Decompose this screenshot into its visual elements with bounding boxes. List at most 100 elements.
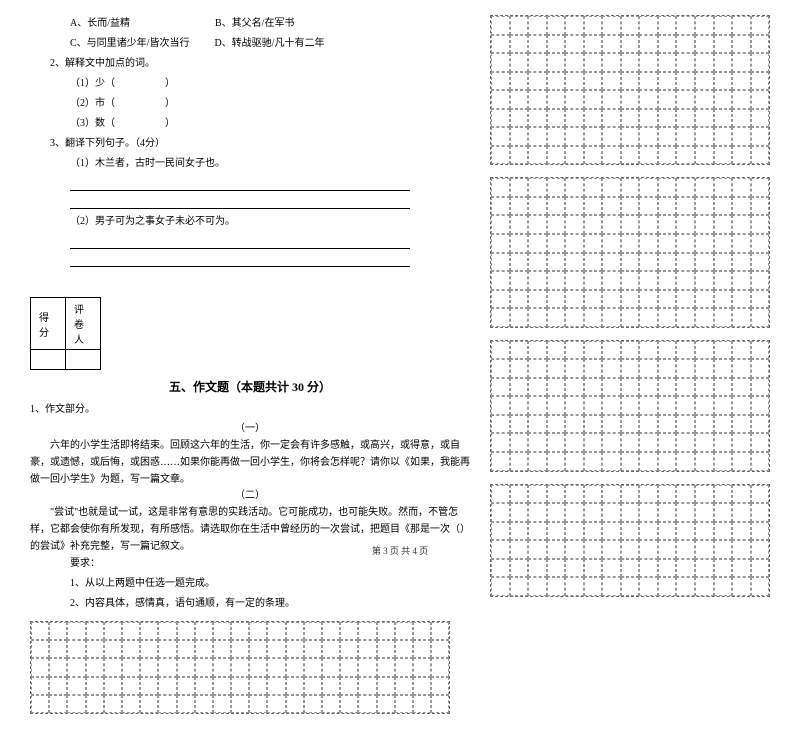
grid-cell[interactable] xyxy=(584,522,603,541)
grid-cell[interactable] xyxy=(751,559,770,578)
grid-cell[interactable] xyxy=(510,290,529,309)
grid-cell[interactable] xyxy=(177,658,195,676)
grid-cell[interactable] xyxy=(158,622,176,640)
grid-cell[interactable] xyxy=(304,622,322,640)
grid-cell[interactable] xyxy=(676,577,695,596)
grid-cell[interactable] xyxy=(751,109,770,128)
grid-cell[interactable] xyxy=(565,577,584,596)
grid-cell[interactable] xyxy=(584,452,603,471)
grid-cell[interactable] xyxy=(340,622,358,640)
grid-cell[interactable] xyxy=(510,234,529,253)
writing-grid-right[interactable] xyxy=(490,484,770,597)
grid-cell[interactable] xyxy=(491,308,510,327)
grid-cell[interactable] xyxy=(340,677,358,695)
grid-cell[interactable] xyxy=(104,640,122,658)
grid-cell[interactable] xyxy=(547,271,566,290)
answer-blank[interactable] xyxy=(70,177,410,191)
grid-cell[interactable] xyxy=(431,640,449,658)
grid-cell[interactable] xyxy=(158,677,176,695)
grid-cell[interactable] xyxy=(695,53,714,72)
grid-cell[interactable] xyxy=(491,90,510,109)
grid-cell[interactable] xyxy=(140,695,158,713)
grid-cell[interactable] xyxy=(676,127,695,146)
grid-cell[interactable] xyxy=(732,433,751,452)
grid-cell[interactable] xyxy=(528,503,547,522)
grid-cell[interactable] xyxy=(584,109,603,128)
grid-cell[interactable] xyxy=(658,234,677,253)
grid-cell[interactable] xyxy=(676,253,695,272)
grid-cell[interactable] xyxy=(547,452,566,471)
grid-cell[interactable] xyxy=(658,271,677,290)
grid-cell[interactable] xyxy=(431,658,449,676)
grid-cell[interactable] xyxy=(602,234,621,253)
grid-cell[interactable] xyxy=(565,90,584,109)
grid-cell[interactable] xyxy=(565,415,584,434)
grid-cell[interactable] xyxy=(528,577,547,596)
grid-cell[interactable] xyxy=(528,16,547,35)
grid-cell[interactable] xyxy=(639,503,658,522)
grid-cell[interactable] xyxy=(639,253,658,272)
grid-cell[interactable] xyxy=(547,127,566,146)
grid-cell[interactable] xyxy=(584,396,603,415)
grid-cell[interactable] xyxy=(714,433,733,452)
grid-cell[interactable] xyxy=(639,215,658,234)
grid-cell[interactable] xyxy=(658,415,677,434)
grid-cell[interactable] xyxy=(695,433,714,452)
grid-cell[interactable] xyxy=(547,577,566,596)
grid-cell[interactable] xyxy=(676,452,695,471)
grid-cell[interactable] xyxy=(491,341,510,360)
grid-cell[interactable] xyxy=(395,695,413,713)
grid-cell[interactable] xyxy=(491,503,510,522)
grid-cell[interactable] xyxy=(695,415,714,434)
grid-cell[interactable] xyxy=(213,640,231,658)
grid-cell[interactable] xyxy=(286,695,304,713)
grid-cell[interactable] xyxy=(491,234,510,253)
grid-cell[interactable] xyxy=(213,695,231,713)
grid-cell[interactable] xyxy=(602,415,621,434)
grid-cell[interactable] xyxy=(621,16,640,35)
grid-cell[interactable] xyxy=(565,378,584,397)
grid-cell[interactable] xyxy=(621,396,640,415)
grid-cell[interactable] xyxy=(658,53,677,72)
grid-cell[interactable] xyxy=(676,109,695,128)
grid-cell[interactable] xyxy=(714,378,733,397)
grid-cell[interactable] xyxy=(658,522,677,541)
answer-blank[interactable] xyxy=(70,195,410,209)
grid-cell[interactable] xyxy=(732,215,751,234)
grid-cell[interactable] xyxy=(639,16,658,35)
grid-cell[interactable] xyxy=(491,271,510,290)
grid-cell[interactable] xyxy=(547,290,566,309)
grid-cell[interactable] xyxy=(413,622,431,640)
grid-cell[interactable] xyxy=(621,308,640,327)
grid-cell[interactable] xyxy=(565,359,584,378)
grid-cell[interactable] xyxy=(584,415,603,434)
grid-cell[interactable] xyxy=(547,178,566,197)
grid-cell[interactable] xyxy=(565,146,584,165)
grid-cell[interactable] xyxy=(676,359,695,378)
grid-cell[interactable] xyxy=(140,677,158,695)
grid-cell[interactable] xyxy=(714,234,733,253)
grid-cell[interactable] xyxy=(49,658,67,676)
score-cell[interactable] xyxy=(31,350,66,370)
grid-cell[interactable] xyxy=(565,396,584,415)
grid-cell[interactable] xyxy=(676,341,695,360)
grid-cell[interactable] xyxy=(602,90,621,109)
grid-cell[interactable] xyxy=(122,658,140,676)
grid-cell[interactable] xyxy=(602,72,621,91)
grid-cell[interactable] xyxy=(602,53,621,72)
grid-cell[interactable] xyxy=(491,522,510,541)
grid-cell[interactable] xyxy=(602,503,621,522)
grid-cell[interactable] xyxy=(510,109,529,128)
grid-cell[interactable] xyxy=(528,53,547,72)
grid-cell[interactable] xyxy=(714,559,733,578)
grid-cell[interactable] xyxy=(413,677,431,695)
grid-cell[interactable] xyxy=(491,452,510,471)
grid-cell[interactable] xyxy=(140,640,158,658)
grid-cell[interactable] xyxy=(714,308,733,327)
writing-grid-right[interactable] xyxy=(490,15,770,165)
grid-cell[interactable] xyxy=(528,197,547,216)
grid-cell[interactable] xyxy=(565,234,584,253)
grid-cell[interactable] xyxy=(395,622,413,640)
grid-cell[interactable] xyxy=(639,396,658,415)
grid-cell[interactable] xyxy=(639,359,658,378)
